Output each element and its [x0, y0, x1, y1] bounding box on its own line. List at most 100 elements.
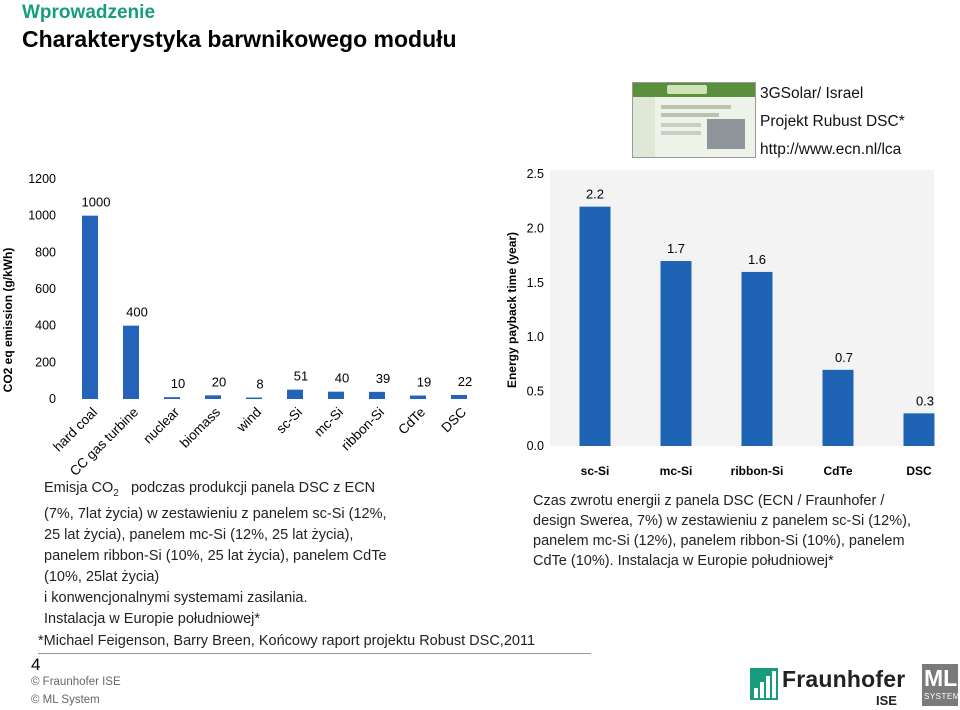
epbt-bar	[903, 413, 935, 446]
energy-payback-chart: Energy payback time (year) 0.0 0.5 1.0 1.5 2…	[505, 167, 935, 478]
source-link[interactable]: http://www.ecn.nl/lca	[760, 141, 902, 158]
co2-category-label: ribbon-Si	[338, 405, 387, 454]
co2-value-labels: 1000 400 10 20 8 51 40 39 19 22	[82, 195, 473, 392]
co2-bar	[451, 394, 467, 399]
epbt-y-tick-label: 0.0	[527, 439, 544, 453]
thumbnail-logo	[667, 85, 707, 94]
copyright-ml-system: © ML System	[31, 694, 100, 706]
epbt-value-label: 2.2	[586, 187, 604, 202]
epbt-chart-caption: Czas zwrotu energii z panela DSC (ECN / …	[533, 491, 958, 571]
caption-prefix-subscript: 2	[113, 487, 119, 499]
epbt-y-axis-ticks: 0.0 0.5 1.0 1.5 2.0 2.5	[527, 167, 544, 453]
footnote-divider	[38, 653, 591, 654]
co2-value-label: 400	[126, 305, 148, 320]
co2-category-label: mc-Si	[311, 405, 346, 440]
fraunhofer-unit: ISE	[876, 693, 897, 708]
co2-value-label: 20	[212, 374, 226, 389]
co2-y-tick-label: 1000	[28, 209, 56, 223]
co2-bars	[82, 215, 467, 400]
epbt-value-label: 0.3	[916, 393, 934, 408]
epbt-y-tick-label: 1.0	[527, 330, 544, 344]
source-line-company: 3GSolar/ Israel	[760, 85, 864, 102]
caption-line: 25 lat życia), panelem mc-Si (12%, 25 la…	[44, 526, 354, 543]
co2-bar	[287, 389, 303, 399]
co2-bar	[328, 391, 344, 399]
epbt-value-label: 0.7	[835, 350, 853, 365]
epbt-bars	[579, 206, 935, 446]
source-info: 3GSolar/ Israel Projekt Rubust DSC* http…	[760, 80, 905, 164]
epbt-value-labels: 2.2 1.7 1.6 0.7 0.3	[586, 187, 934, 409]
co2-value-label: 39	[376, 371, 390, 386]
caption-line-text: podczas produkcji panela DSC z ECN	[130, 480, 376, 496]
co2-category-label: wind	[233, 405, 264, 436]
co2-y-tick-label: 1200	[28, 172, 56, 186]
epbt-y-tick-label: 2.0	[527, 221, 544, 235]
co2-y-tick-label: 400	[35, 319, 56, 333]
co2-bar	[164, 397, 180, 399]
epbt-bar	[660, 261, 692, 446]
thumbnail-text-line	[661, 113, 719, 117]
co2-bar	[410, 395, 426, 399]
caption-line: CdTe (10%). Instalacja w Europie południ…	[533, 553, 834, 569]
co2-y-tick-label: 0	[49, 392, 56, 406]
epbt-category-label: sc-Si	[581, 464, 610, 478]
thumbnail-text-line	[661, 123, 701, 127]
epbt-bar	[579, 206, 611, 446]
epbt-y-tick-label: 2.5	[527, 167, 544, 181]
co2-y-tick-label: 800	[35, 245, 56, 259]
caption-line: panelem mc-Si (12%), panelem ribbon-Si (…	[533, 533, 905, 549]
co2-y-axis-ticks: 0 200 400 600 800 1000 1200	[28, 172, 56, 406]
caption-line: (10%, 25lat życia)	[44, 568, 160, 585]
co2-value-label: 19	[417, 375, 431, 390]
page-number: 4	[31, 655, 41, 674]
caption-line: Instalacja w Europie południowej*	[44, 610, 261, 627]
slide-subtitle: Wprowadzenie	[22, 2, 156, 23]
epbt-category-labels: sc-Si mc-Si ribbon-Si CdTe DSC	[581, 464, 932, 478]
epbt-value-label: 1.7	[667, 241, 685, 256]
epbt-y-tick-label: 1.5	[527, 276, 544, 290]
fraunhofer-logo: Fraunhofer ISE	[750, 662, 910, 708]
thumbnail-solar-panel-image	[707, 119, 745, 149]
co2-category-label: sc-Si	[273, 405, 305, 437]
source-line-project: Projekt Rubust DSC*	[760, 113, 905, 130]
caption-prefix: Emisja CO	[44, 480, 114, 496]
co2-value-label: 22	[458, 374, 472, 389]
co2-value-label: 40	[335, 371, 349, 386]
copyright-fraunhofer: © Fraunhofer ISE	[31, 676, 121, 688]
epbt-category-label: DSC	[906, 464, 932, 478]
co2-bar	[369, 391, 385, 399]
fraunhofer-wordmark: Fraunhofer	[782, 666, 906, 692]
ml-wordmark: ML	[924, 665, 958, 691]
fraunhofer-mark-icon	[750, 668, 778, 700]
ml-system-logo: ML SYSTEM	[922, 664, 960, 706]
co2-bar	[205, 395, 221, 399]
epbt-category-label: ribbon-Si	[731, 464, 784, 478]
caption-line: i konwencjonalnymi systemami zasilania.	[44, 589, 308, 606]
co2-category-label: CdTe	[395, 405, 428, 438]
co2-value-label: 1000	[82, 195, 111, 210]
co2-y-axis-label: CO2 eq emission (g/kWh)	[1, 248, 15, 393]
ml-wordmark-sub: SYSTEM	[924, 692, 960, 701]
co2-bar	[123, 325, 139, 399]
caption-line: design Swerea, 7%) w zestawieniu z panel…	[533, 513, 911, 529]
co2-chart-caption: Emisja CO2 podczas produkcji panela DSC …	[44, 478, 464, 630]
epbt-bar	[741, 271, 773, 446]
website-screenshot-thumbnail	[632, 82, 756, 158]
thumbnail-text-line	[661, 131, 701, 135]
co2-bar	[82, 215, 98, 399]
co2-value-label: 10	[171, 376, 185, 391]
caption-line: Czas zwrotu energii z panela DSC (ECN / …	[533, 493, 885, 509]
epbt-y-axis-label: Energy payback time (year)	[505, 232, 519, 388]
co2-y-tick-label: 200	[35, 355, 56, 369]
co2-value-label: 8	[256, 377, 263, 392]
co2-emission-chart: CO2 eq emission (g/kWh) 0200400600800100…	[1, 172, 473, 479]
thumbnail-text-line	[661, 105, 731, 109]
caption-line: panelem ribbon-Si (10%, 25 lat życia), p…	[44, 547, 387, 564]
caption-line: (7%, 7lat życia) w zestawieniu z panelem…	[44, 505, 387, 522]
co2-category-label: biomass	[177, 404, 223, 450]
epbt-category-label: mc-Si	[660, 464, 693, 478]
slide-title: Charakterystyka barwnikowego modułu	[22, 26, 457, 52]
thumbnail-sidebar	[633, 97, 655, 157]
epbt-y-tick-label: 0.5	[527, 385, 544, 399]
